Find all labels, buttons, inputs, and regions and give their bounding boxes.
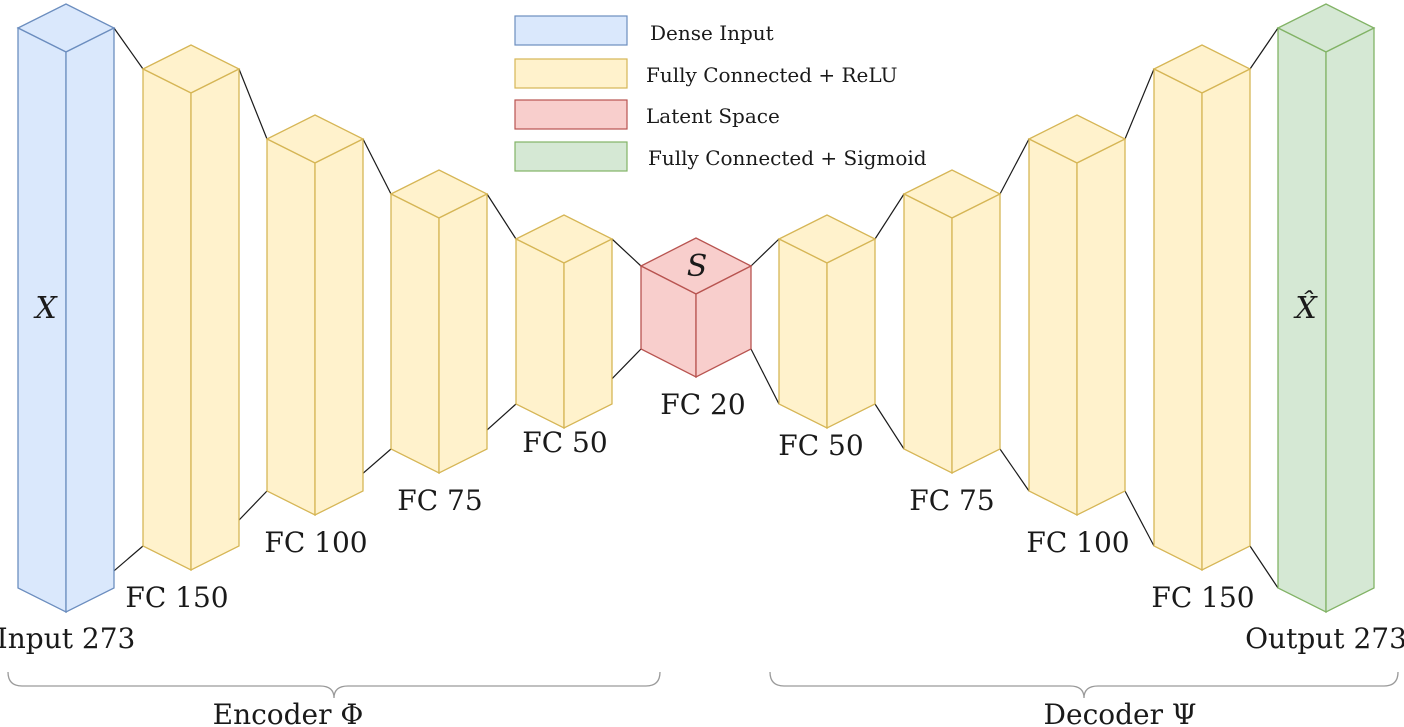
enc-fc150-front-face bbox=[142, 67, 192, 572]
connector-bottom-8 bbox=[1124, 490, 1155, 547]
legend-label-relu: Fully Connected + ReLU bbox=[646, 63, 897, 87]
output-label: Output 273 bbox=[1245, 622, 1404, 655]
dec-fc75-label: FC 75 bbox=[909, 484, 994, 517]
decoder-label: Decoder Ψ bbox=[1044, 698, 1197, 727]
enc-fc100-side-face bbox=[314, 137, 364, 517]
dec-fc150-label: FC 150 bbox=[1151, 581, 1254, 614]
legend-label-sigmoid: Fully Connected + Sigmoid bbox=[648, 146, 927, 170]
latent-block bbox=[639, 237, 753, 379]
connector-top-8 bbox=[1124, 68, 1155, 140]
enc-fc75-block bbox=[389, 169, 489, 475]
dec-fc150-side-face bbox=[1201, 67, 1251, 572]
legend-label-latent: Latent Space bbox=[646, 104, 780, 128]
dec-fc75-front-face bbox=[903, 192, 953, 475]
dec-fc50-side-face bbox=[826, 237, 876, 430]
connector-bottom-5 bbox=[750, 348, 780, 405]
enc-fc50-side-face bbox=[563, 237, 613, 430]
connector-bottom-6 bbox=[874, 403, 905, 450]
dec-fc50-block bbox=[777, 214, 877, 430]
connector-top-0 bbox=[113, 27, 144, 70]
dec-fc75-block bbox=[902, 169, 1002, 475]
connector-top-3 bbox=[486, 193, 517, 240]
enc-fc150-side-face bbox=[190, 67, 240, 572]
dec-fc100-block bbox=[1027, 114, 1127, 517]
legend-swatch-relu bbox=[514, 58, 628, 89]
input-side-face bbox=[65, 26, 115, 614]
connector-top-7 bbox=[999, 138, 1030, 195]
latent-side-face bbox=[695, 264, 752, 379]
dec-fc100-label: FC 100 bbox=[1026, 526, 1129, 559]
dec-fc100-side-face bbox=[1076, 137, 1126, 517]
dec-fc50-front-face bbox=[778, 237, 828, 430]
encoder-label: Encoder Φ bbox=[213, 698, 364, 727]
layer-blocks bbox=[16, 3, 1376, 614]
enc-fc150-label: FC 150 bbox=[125, 581, 228, 614]
latent-symbol: S bbox=[687, 249, 708, 284]
layer-labels: X Input 273 FC 150 FC 100 FC 75 FC 50 S FC 20 FC… bbox=[0, 249, 1404, 655]
connector-top-9 bbox=[1249, 27, 1279, 70]
connector-top-1 bbox=[238, 68, 268, 140]
output-block bbox=[1276, 3, 1376, 614]
legend: Dense Input Fully Connected + ReLU Laten… bbox=[514, 15, 927, 172]
enc-fc100-block bbox=[265, 114, 365, 517]
legend-swatch-dense bbox=[514, 15, 628, 46]
enc-fc50-block bbox=[514, 214, 614, 430]
encoder-brace bbox=[7, 671, 661, 699]
input-symbol: X bbox=[33, 291, 58, 326]
dec-fc50-label: FC 50 bbox=[778, 429, 863, 462]
connector-top-2 bbox=[362, 138, 392, 195]
connector-bottom-7 bbox=[999, 448, 1030, 492]
enc-fc100-front-face bbox=[266, 137, 316, 517]
output-symbol: X̂ bbox=[1293, 291, 1318, 326]
legend-label-dense: Dense Input bbox=[650, 21, 774, 45]
enc-fc150-block bbox=[141, 44, 241, 572]
connector-top-4 bbox=[611, 238, 642, 267]
dec-fc75-side-face bbox=[951, 192, 1001, 475]
dec-fc150-front-face bbox=[1153, 67, 1203, 572]
decoder-brace bbox=[769, 671, 1399, 699]
connector-bottom-9 bbox=[1249, 545, 1279, 589]
input-block bbox=[16, 3, 116, 614]
output-side-face bbox=[1325, 26, 1375, 614]
enc-fc50-label: FC 50 bbox=[522, 426, 607, 459]
dec-fc100-front-face bbox=[1028, 137, 1078, 517]
latent-label: FC 20 bbox=[660, 388, 745, 421]
enc-fc50-front-face bbox=[515, 237, 565, 430]
dec-fc150-block bbox=[1152, 44, 1252, 572]
enc-fc100-label: FC 100 bbox=[264, 526, 367, 559]
connector-top-5 bbox=[750, 238, 780, 267]
enc-fc75-side-face bbox=[438, 192, 488, 475]
connector-top-6 bbox=[874, 193, 905, 240]
input-label: Input 273 bbox=[0, 622, 135, 655]
enc-fc75-label: FC 75 bbox=[397, 484, 482, 517]
legend-swatch-sigmoid bbox=[514, 141, 628, 172]
enc-fc75-front-face bbox=[390, 192, 440, 475]
legend-swatch-latent bbox=[514, 99, 628, 130]
